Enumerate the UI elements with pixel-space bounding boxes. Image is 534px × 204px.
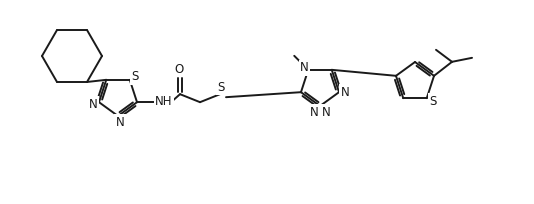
Text: S: S bbox=[217, 81, 225, 94]
Text: O: O bbox=[175, 63, 184, 76]
Text: S: S bbox=[429, 95, 436, 108]
Text: N: N bbox=[89, 98, 97, 111]
Text: N: N bbox=[310, 105, 318, 119]
Text: N: N bbox=[341, 86, 349, 99]
Text: NH: NH bbox=[155, 95, 173, 108]
Text: N: N bbox=[321, 105, 331, 119]
Text: N: N bbox=[116, 115, 124, 129]
Text: S: S bbox=[131, 70, 138, 83]
Text: N: N bbox=[300, 61, 309, 74]
